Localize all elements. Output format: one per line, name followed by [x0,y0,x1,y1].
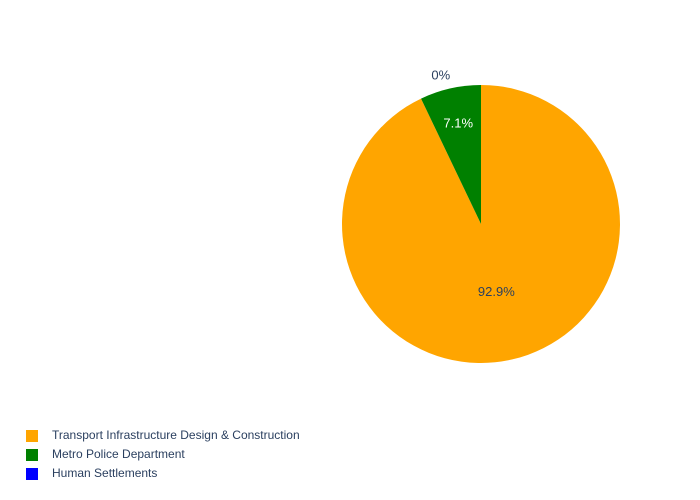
pie-slice-metro-police[interactable] [421,85,481,224]
legend-swatch-metro-police [26,448,38,461]
legend-item-transport[interactable]: Transport Infrastructure Design & Constr… [26,426,446,445]
legend-label-human-settlements: Human Settlements [52,466,158,480]
pie-label-transport: 92.9% [478,284,515,299]
legend-label-metro-police: Metro Police Department [52,447,185,461]
legend-item-metro-police[interactable]: Metro Police Department [26,445,446,464]
legend: Transport Infrastructure Design & Constr… [26,426,446,483]
pie-label-human-settlements: 0% [431,67,450,82]
pie-slice-transport[interactable] [342,85,620,364]
legend-item-human-settlements[interactable]: Human Settlements [26,464,446,483]
pie-label-metro-police: 7.1% [443,116,473,131]
legend-swatch-human-settlements [26,467,38,480]
legend-swatch-transport [26,429,38,442]
legend-label-transport: Transport Infrastructure Design & Constr… [52,428,300,442]
